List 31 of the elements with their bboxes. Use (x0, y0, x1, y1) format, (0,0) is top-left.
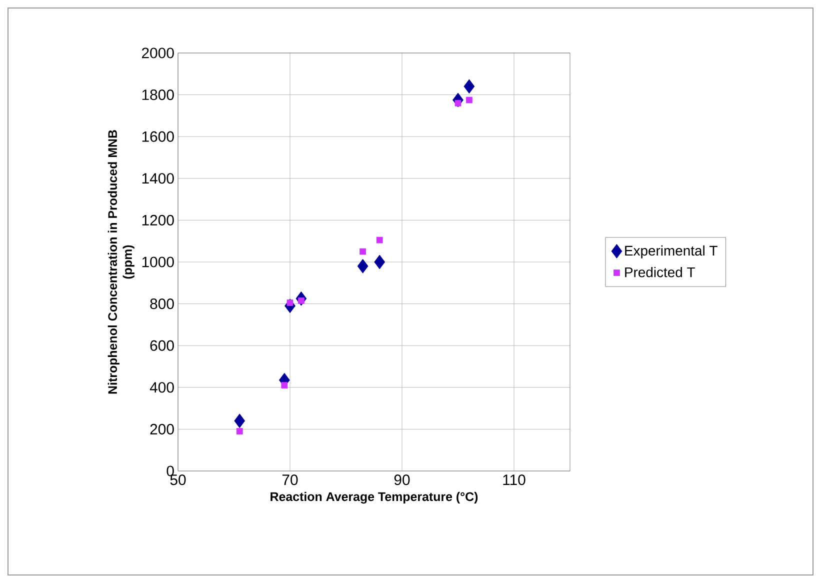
legend-label: Predicted T (625, 266, 695, 278)
point (454, 100, 462, 106)
y-tick-label: 1000 (142, 256, 174, 268)
y-tick-label: 0 (166, 466, 174, 476)
point (298, 297, 304, 304)
legend-label: Experimental T (625, 245, 718, 258)
point (360, 248, 366, 255)
y-tick-label: 400 (150, 382, 174, 393)
x-tick-label: 70 (282, 474, 298, 486)
y-tick-label: 2000 (142, 48, 174, 58)
x-tick-label: 50 (170, 474, 186, 486)
point (281, 382, 288, 388)
y-tick-label: 1800 (142, 89, 174, 100)
point (464, 79, 475, 94)
point (357, 258, 368, 274)
x-tick-label: 110 (503, 474, 526, 486)
point (466, 96, 472, 104)
y-tick-label: 600 (150, 340, 174, 351)
point (374, 254, 386, 270)
point (234, 414, 246, 428)
y-tick-label: 1400 (142, 173, 174, 184)
y-tick-label: 1600 (142, 131, 174, 142)
point (286, 300, 294, 306)
x-axis-title: Reaction Average Temperature (°C) (270, 492, 478, 504)
y-axis-title: Nitrophenol Concentration in Produced MNB (ppm) (108, 130, 134, 394)
y-tick-label: 1200 (142, 214, 174, 226)
x-tick-label: 90 (394, 474, 410, 486)
y-tick-label: 200 (150, 424, 174, 434)
point (236, 428, 243, 434)
y-tick-label: 800 (150, 298, 174, 310)
point (376, 236, 383, 244)
